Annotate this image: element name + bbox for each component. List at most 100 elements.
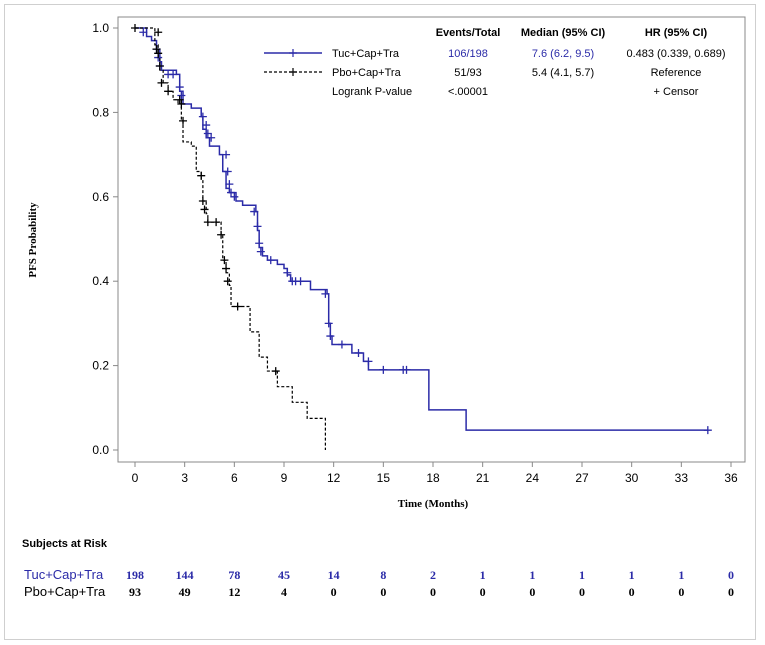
censor-mark bbox=[155, 61, 164, 70]
risk-count: 0 bbox=[629, 585, 635, 599]
censor-mark bbox=[203, 129, 212, 138]
censor-mark bbox=[271, 367, 280, 376]
y-tick-label: 0.6 bbox=[92, 190, 109, 204]
x-tick-label: 33 bbox=[675, 471, 689, 485]
censor-mark bbox=[233, 302, 242, 311]
risk-count: 1 bbox=[678, 568, 684, 582]
censor-mark bbox=[222, 150, 231, 159]
censor-mark bbox=[703, 426, 712, 435]
censor-mark bbox=[207, 133, 216, 142]
km-curve-pbo bbox=[135, 27, 326, 450]
censor-mark bbox=[256, 247, 265, 256]
censor-mark bbox=[223, 167, 232, 176]
censor-mark bbox=[283, 268, 292, 277]
x-tick-label: 12 bbox=[327, 471, 341, 485]
legend-median-tuc: 7.6 (6.2, 9.5) bbox=[532, 48, 594, 60]
censor-mark bbox=[296, 277, 305, 286]
censor-mark bbox=[154, 49, 163, 58]
x-tick-label: 15 bbox=[377, 471, 391, 485]
censor-mark bbox=[220, 256, 229, 265]
risk-count: 2 bbox=[430, 568, 436, 582]
risk-count: 93 bbox=[129, 585, 141, 599]
risk-count: 78 bbox=[228, 568, 240, 582]
risk-count: 1 bbox=[529, 568, 535, 582]
x-axis: 0 3 6 9 12 15 18 21 24 27 30 33 36 bbox=[132, 462, 738, 485]
risk-count: 0 bbox=[380, 585, 386, 599]
censor-mark bbox=[154, 28, 163, 37]
legend-name-tuc: Tuc+Cap+Tra bbox=[332, 48, 400, 60]
censor-mark bbox=[324, 319, 333, 328]
y-axis-label: PFS Probability bbox=[27, 202, 39, 278]
risk-count: 45 bbox=[278, 568, 290, 582]
censor-mark bbox=[198, 112, 207, 121]
censor-mark bbox=[321, 289, 330, 298]
censor-mark bbox=[203, 218, 212, 227]
x-tick-label: 21 bbox=[476, 471, 490, 485]
km-curves bbox=[131, 24, 712, 450]
censor-mark bbox=[255, 239, 264, 248]
censor-mark bbox=[379, 365, 388, 374]
legend-header-events: Events/Total bbox=[436, 27, 501, 39]
censor-mark bbox=[175, 83, 184, 92]
censor-mark bbox=[223, 277, 232, 286]
risk-count: 0 bbox=[678, 585, 684, 599]
censor-mark bbox=[227, 188, 236, 197]
censor-mark bbox=[198, 197, 207, 206]
legend-pvalue-label: Logrank P-value bbox=[332, 86, 412, 98]
legend-censor-tuc bbox=[289, 49, 297, 57]
censor-mark bbox=[364, 357, 373, 366]
censor-mark bbox=[152, 45, 161, 54]
risk-count: 0 bbox=[331, 585, 337, 599]
y-tick-label: 0.8 bbox=[92, 105, 109, 119]
legend-header-median: Median (95% CI) bbox=[521, 27, 606, 39]
legend-hr-tuc: 0.483 (0.339, 0.689) bbox=[626, 48, 725, 60]
risk-count: 49 bbox=[179, 585, 191, 599]
censor-mark bbox=[139, 28, 148, 37]
y-tick-label: 0.2 bbox=[92, 359, 109, 373]
censor-mark bbox=[177, 99, 186, 108]
x-tick-label: 18 bbox=[426, 471, 440, 485]
x-tick-label: 36 bbox=[724, 471, 738, 485]
x-axis-label: Time (Months) bbox=[398, 498, 469, 510]
risk-count: 144 bbox=[176, 568, 194, 582]
censor-mark bbox=[202, 121, 211, 130]
censor-mark bbox=[354, 348, 363, 357]
censor-mark bbox=[164, 87, 173, 96]
risk-count: 198 bbox=[126, 568, 144, 582]
figure-frame bbox=[4, 4, 756, 640]
y-tick-label: 0.4 bbox=[92, 274, 109, 288]
plot-area-border bbox=[117, 16, 746, 463]
legend-hr-pbo: Reference bbox=[651, 67, 702, 79]
legend-censor-note: + Censor bbox=[654, 86, 699, 98]
y-tick-label: 1.0 bbox=[92, 21, 109, 35]
risk-count: 0 bbox=[480, 585, 486, 599]
risk-count: 1 bbox=[629, 568, 635, 582]
censor-mark bbox=[222, 264, 231, 273]
risk-count: 8 bbox=[380, 568, 386, 582]
risk-count: 4 bbox=[281, 585, 287, 599]
censor-mark bbox=[157, 78, 166, 87]
censor-mark bbox=[175, 95, 184, 104]
censor-mark bbox=[200, 205, 209, 214]
y-tick-label: 0.0 bbox=[92, 443, 109, 457]
legend-pvalue: <.00001 bbox=[448, 86, 488, 98]
x-tick-label: 0 bbox=[132, 471, 139, 485]
risk-row-label: Tuc+Cap+Tra bbox=[24, 567, 104, 582]
x-tick-label: 27 bbox=[575, 471, 589, 485]
legend: Events/Total Median (95% CI) HR (95% CI)… bbox=[264, 27, 726, 98]
x-tick-label: 30 bbox=[625, 471, 639, 485]
y-axis: 0.0 0.2 0.4 0.6 0.8 1.0 bbox=[92, 21, 118, 457]
risk-count: 12 bbox=[228, 585, 240, 599]
risk-count: 0 bbox=[579, 585, 585, 599]
censor-mark bbox=[253, 222, 262, 231]
risk-count: 14 bbox=[328, 568, 340, 582]
legend-median-pbo: 5.4 (4.1, 5.7) bbox=[532, 67, 594, 79]
risk-count: 1 bbox=[579, 568, 585, 582]
risk-count: 0 bbox=[728, 585, 734, 599]
risk-table-title: Subjects at Risk bbox=[22, 538, 108, 550]
legend-events-pbo: 51/93 bbox=[454, 67, 482, 79]
legend-censor-pbo bbox=[289, 68, 297, 76]
censor-mark bbox=[169, 70, 178, 79]
x-tick-label: 9 bbox=[281, 471, 288, 485]
censor-mark bbox=[326, 332, 335, 341]
